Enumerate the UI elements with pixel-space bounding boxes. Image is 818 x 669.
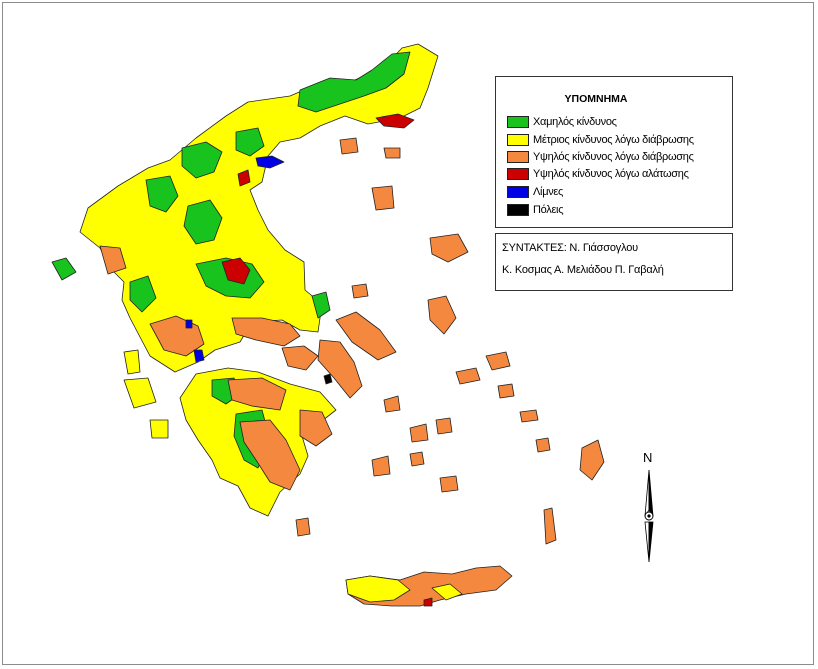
legend-panel: ΥΠΟΜΝΗΜΑ Χαμηλός κίνδυνος Μέτριος κίνδυν… [495, 76, 733, 228]
map-region-red-1 [221, 257, 251, 285]
legend-title: ΥΠΟΜΝΗΜΑ [564, 93, 628, 105]
legend-swatch-lakes [507, 186, 529, 198]
map-region-red-2 [375, 113, 415, 129]
legend-item-high-erosion: Υψηλός κίνδυνος λόγω διάβρωσης [507, 150, 694, 164]
legend-label-low: Χαμηλός κίνδυνος [533, 116, 617, 128]
north-arrow-icon [644, 469, 654, 563]
map-region-green-2 [181, 141, 223, 179]
map-island-cyclades-4 [371, 455, 391, 477]
credits-line-2: Κ. Κοσμας Α. Μελιάδου Π. Γαβαλή [502, 264, 664, 276]
map-region-red-3 [237, 169, 251, 187]
map-island-lemnos [371, 185, 395, 211]
legend-item-lakes: Λίμνες [507, 185, 563, 199]
map-region-green-3 [145, 175, 179, 213]
map-island-ikaria [455, 367, 481, 385]
map-island-rhodes [579, 439, 605, 481]
map-region-crete-red [423, 597, 433, 607]
legend-label-high-erosion: Υψηλός κίνδυνος λόγω διάβρωσης [533, 151, 694, 163]
map-city-athens [323, 373, 333, 385]
map-island-corfu [51, 257, 77, 281]
map-island-kythira [295, 517, 311, 537]
legend-label-high-salinity: Υψηλός κίνδυνος λόγω αλάτωσης [533, 168, 689, 180]
map-region-lake-1 [255, 155, 285, 169]
map-island-cyclades-6 [409, 451, 425, 467]
map-region-crete-yellow-2 [431, 583, 463, 601]
map-island-thasos [339, 137, 359, 155]
legend-label-lakes: Λίμνες [533, 186, 564, 198]
map-island-lesvos [429, 233, 469, 263]
legend-item-high-salinity: Υψηλός κίνδυνος λόγω αλάτωσης [507, 167, 689, 181]
map-island-kos [519, 409, 539, 423]
map-region-lake-3 [185, 319, 193, 329]
legend-item-medium-risk: Μέτριος κίνδυνος λόγω διάβρωσης [507, 133, 694, 147]
map-region-orange-4 [239, 419, 301, 491]
map-island-cyclades-5 [439, 475, 459, 493]
map-island-kefalonia [123, 377, 157, 409]
legend-swatch-medium [507, 134, 529, 146]
legend-swatch-cities [507, 204, 529, 216]
legend-swatch-high-salinity [507, 168, 529, 180]
map-island-cyclades-1 [383, 395, 401, 413]
map-region-orange-5 [299, 409, 333, 447]
legend-item-cities: Πόλεις [507, 203, 564, 217]
legend-swatch-low [507, 116, 529, 128]
map-island-skyros [351, 283, 369, 299]
map-island-samothraki [383, 147, 401, 159]
map-region-orange-7 [317, 339, 363, 399]
map-island-karpathos [543, 507, 557, 545]
map-region-orange-6 [281, 345, 319, 371]
map-island-zakynthos [149, 419, 169, 439]
map-island-dodec-1 [497, 383, 515, 399]
map-island-cyclades-2 [409, 423, 429, 443]
map-region-green-1 [297, 51, 411, 113]
map-island-dodec-2 [535, 437, 551, 453]
map-island-lefkada [123, 349, 141, 375]
legend-swatch-high-erosion [507, 151, 529, 163]
map-island-cyclades-3 [435, 417, 453, 435]
map-region-orange-3 [227, 377, 287, 411]
map-region-orange-2 [231, 317, 301, 347]
map-region-mainland [79, 43, 439, 373]
legend-item-low-risk: Χαμηλός κίνδυνος [507, 115, 617, 129]
map-region-green-7 [129, 275, 157, 313]
north-arrow: N [634, 450, 664, 570]
map-region-lake-2 [193, 349, 205, 363]
legend-label-medium: Μέτριος κίνδυνος λόγω διάβρωσης [533, 134, 694, 146]
north-arrow-label: N [643, 450, 653, 465]
credits-panel: ΣΥΝΤΑΚΤΕΣ: Ν. Γιάσσογλου Κ. Κοσμας Α. Με… [495, 233, 733, 291]
map-region-orange-8 [99, 245, 127, 275]
map-region-green-6 [235, 127, 265, 157]
credits-line-1: ΣΥΝΤΑΚΤΕΣ: Ν. Γιάσσογλου [502, 242, 638, 254]
map-island-samos [485, 351, 511, 371]
legend-label-cities: Πόλεις [533, 204, 564, 216]
map-region-crete-yellow [345, 575, 411, 603]
map-island-chios [427, 295, 457, 335]
map-island-evia [335, 311, 397, 361]
map-region-green-8 [311, 291, 331, 319]
map-region-green-4 [183, 199, 223, 245]
